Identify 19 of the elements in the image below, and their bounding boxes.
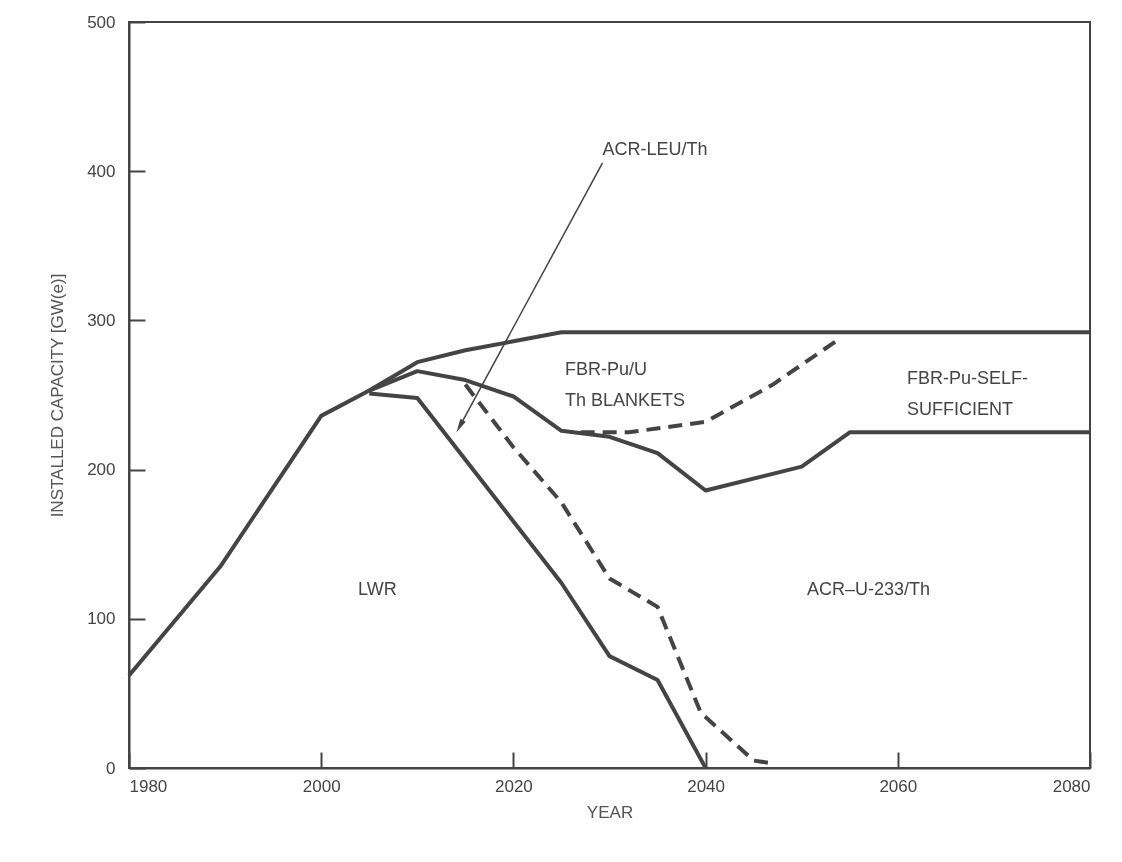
y-tick-label: 500 xyxy=(87,12,116,32)
annotation: ACR-LEU/Th xyxy=(602,138,708,159)
x-tick-label: 1980 xyxy=(129,776,168,796)
x-tick-label: 2020 xyxy=(494,776,533,796)
annotation: FBR-Pu-SELF- SUFFICIENT xyxy=(907,368,1029,419)
x-axis-title: YEAR xyxy=(586,802,634,822)
annotation: FBR-Pu/U Th BLANKETS xyxy=(565,359,686,410)
annotation: ACR–U-233/Th xyxy=(807,579,931,599)
y-tick-label: 200 xyxy=(87,460,116,480)
y-tick-label: 100 xyxy=(87,609,116,629)
y-tick-label: 0 xyxy=(106,758,116,778)
y-tick-label: 400 xyxy=(87,161,116,181)
x-tick-label: 2080 xyxy=(1052,776,1091,796)
annotation: LWR xyxy=(358,579,397,599)
y-tick-label: 300 xyxy=(87,310,116,330)
x-tick-label: 2000 xyxy=(302,776,341,796)
y-axis-title: INSTALLED CAPACITY [GW(e)] xyxy=(48,273,68,518)
x-tick-label: 2060 xyxy=(879,776,918,796)
x-tick-label: 2040 xyxy=(687,776,726,796)
